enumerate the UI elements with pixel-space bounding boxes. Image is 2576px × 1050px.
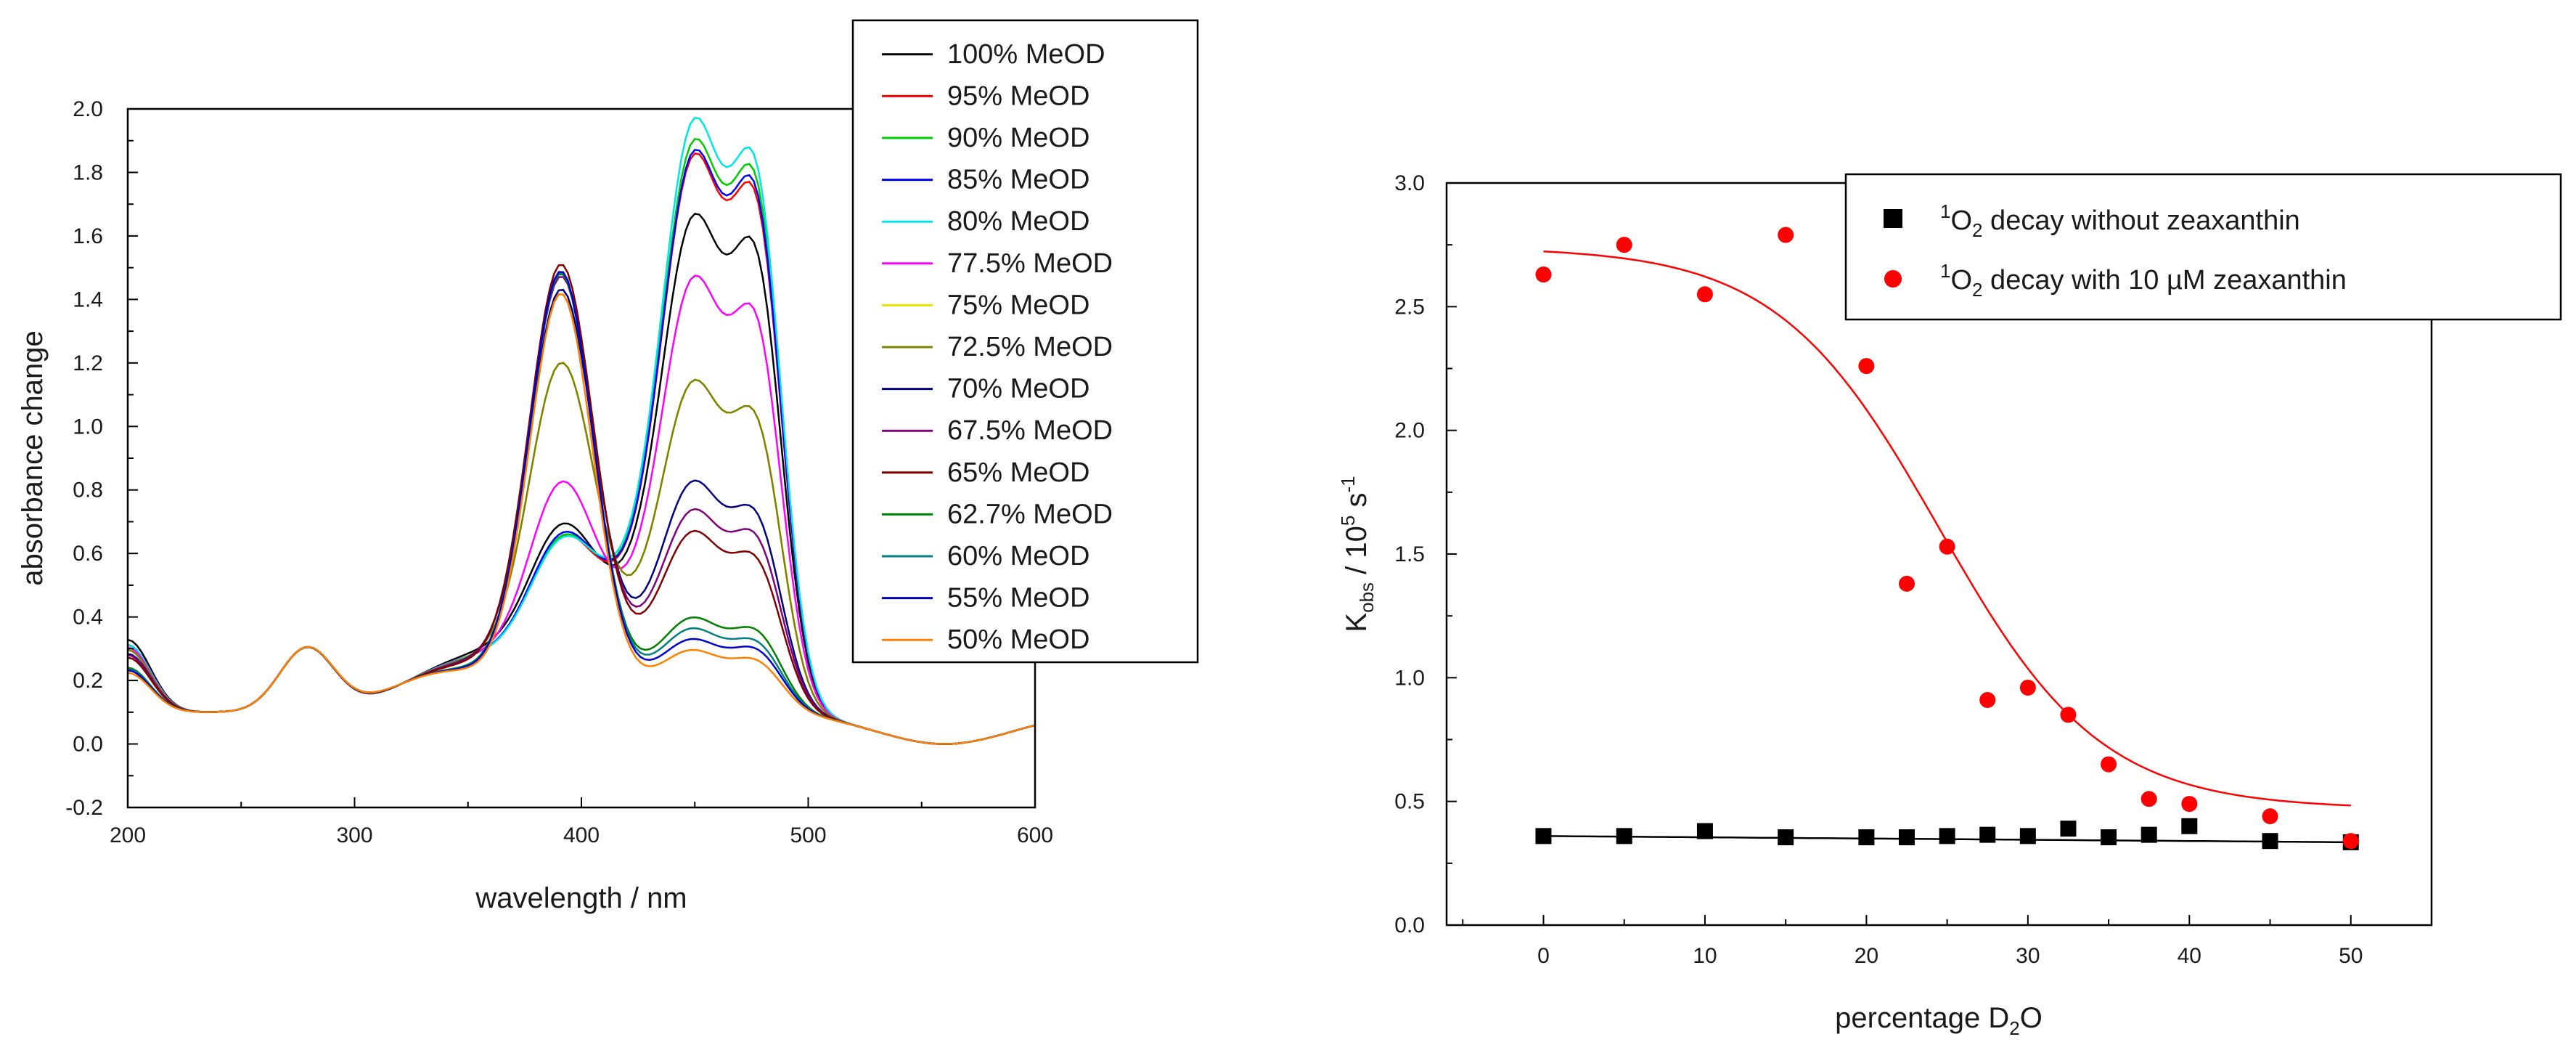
absorbance-chart: 200 300 400 500 600 -0.2 0.0 0.2 0.4 0.6 0.8 1.0 1.2… xyxy=(17,19,1199,914)
legend-label: 1O2 decay with 10 µM zeaxanthin xyxy=(1940,260,2347,301)
data-point-circle xyxy=(1858,358,1875,375)
y-tick-label: 0.0 xyxy=(73,733,103,757)
y-tick-label: 0.5 xyxy=(1394,790,1425,814)
x-tick-label: 200 xyxy=(110,823,146,847)
data-point-square xyxy=(1616,828,1632,845)
data-point-square xyxy=(1778,829,1794,846)
legend-label: 72.5% MeOD xyxy=(947,332,1113,362)
data-point-square xyxy=(1939,828,1955,845)
y-tick-label: 1.8 xyxy=(73,160,103,184)
data-point-square xyxy=(2019,828,2036,845)
legend-label: 62.7% MeOD xyxy=(947,499,1113,529)
decay-rate-chart: 0 10 20 30 40 50 0.0 0.5 1.0 1.5 2.0 2.5 3.0 percent… xyxy=(1337,171,2562,1039)
decay-y-axis-label: Kobs / 105 s-1 xyxy=(1337,476,1378,632)
data-point-square xyxy=(2140,826,2157,843)
data-point-circle xyxy=(1778,227,1794,243)
legend-label: 65% MeOD xyxy=(947,457,1089,488)
decay-x-axis-label: percentage D2O xyxy=(1835,1002,2043,1039)
x-tick-label: 500 xyxy=(790,823,826,847)
legend-label: 75% MeOD xyxy=(947,290,1089,320)
data-point-circle xyxy=(2262,808,2278,825)
data-point-square xyxy=(1979,826,1996,843)
x-tick-label: 40 xyxy=(2178,944,2201,968)
legend-marker-square xyxy=(1884,209,1902,228)
x-tick-label: 400 xyxy=(563,823,600,847)
legend-label: 70% MeOD xyxy=(947,374,1089,404)
data-point-circle xyxy=(2060,707,2077,723)
y-tick-label: 0.0 xyxy=(1394,913,1425,937)
x-tick-label: 10 xyxy=(1693,944,1717,968)
y-tick-label: 1.4 xyxy=(73,288,103,312)
data-point-square xyxy=(2060,821,2077,837)
y-tick-label: 1.2 xyxy=(73,351,103,375)
spectrum-line xyxy=(127,293,1036,745)
data-point-square xyxy=(1535,828,1552,845)
y-tick-label: 3.0 xyxy=(1394,171,1425,195)
x-tick-label: 20 xyxy=(1855,944,1878,968)
data-point-circle xyxy=(1939,538,1955,555)
y-tick-label: 0.6 xyxy=(73,542,103,566)
y-tick-label: 1.0 xyxy=(1394,666,1425,690)
legend-label: 100% MeOD xyxy=(947,39,1105,70)
data-point-circle xyxy=(1979,691,1996,708)
y-tick-label: 1.6 xyxy=(73,224,103,248)
data-point-square xyxy=(1899,829,1915,846)
absorbance-x-axis-label: wavelength / nm xyxy=(475,882,687,914)
legend-label: 85% MeOD xyxy=(947,165,1089,195)
legend-label: 95% MeOD xyxy=(947,81,1089,111)
absorbance-y-axis-label: absorbance change xyxy=(17,330,49,585)
x-tick-label: 0 xyxy=(1537,944,1550,968)
data-point-circle xyxy=(2342,833,2359,850)
legend-label: 90% MeOD xyxy=(947,123,1089,153)
data-point-circle xyxy=(2140,791,2157,807)
legend-marker-circle xyxy=(1884,270,1902,288)
y-tick-label: 0.8 xyxy=(73,479,103,502)
data-point-circle xyxy=(1535,266,1552,283)
x-tick-label: 30 xyxy=(2016,944,2040,968)
fit-line-with xyxy=(1543,251,2351,807)
y-tick-label: 2.5 xyxy=(1394,295,1425,319)
x-tick-label: 600 xyxy=(1017,823,1053,847)
data-point-circle xyxy=(1696,286,1713,303)
legend-label: 1O2 decay without zeaxanthin xyxy=(1940,200,2300,241)
data-point-circle xyxy=(1899,575,1915,592)
y-tick-label: 0.4 xyxy=(73,606,103,630)
y-tick-label: 2.0 xyxy=(73,97,103,121)
x-tick-label: 300 xyxy=(336,823,372,847)
data-point-circle xyxy=(1616,237,1632,253)
y-tick-label: 2.0 xyxy=(1394,419,1425,443)
data-point-square xyxy=(2101,829,2117,846)
data-point-square xyxy=(2262,833,2278,850)
y-tick-label: -0.2 xyxy=(65,796,103,820)
legend-label: 60% MeOD xyxy=(947,541,1089,571)
legend-label: 77.5% MeOD xyxy=(947,248,1113,279)
legend-label: 55% MeOD xyxy=(947,583,1089,614)
y-tick-label: 0.2 xyxy=(73,669,103,693)
data-point-square xyxy=(1696,823,1713,839)
data-point-square xyxy=(1858,829,1875,846)
x-tick-label: 50 xyxy=(2339,944,2363,968)
data-point-square xyxy=(2181,818,2198,834)
legend-box xyxy=(1844,173,2562,321)
absorbance-legend: 100% MeOD 95% MeOD 90% MeOD 85% MeOD 80% MeO… xyxy=(851,19,1199,664)
y-tick-label: 1.0 xyxy=(73,415,103,439)
y-tick-label: 1.5 xyxy=(1394,542,1425,566)
data-point-circle xyxy=(2019,679,2036,696)
data-point-circle xyxy=(2101,756,2117,773)
data-point-circle xyxy=(2181,796,2198,813)
legend-label: 50% MeOD xyxy=(947,624,1089,655)
legend-label: 80% MeOD xyxy=(947,206,1089,237)
legend-label: 67.5% MeOD xyxy=(947,415,1113,446)
decay-legend: 1O2 decay without zeaxanthin 1O2 decay wi… xyxy=(1844,173,2562,321)
